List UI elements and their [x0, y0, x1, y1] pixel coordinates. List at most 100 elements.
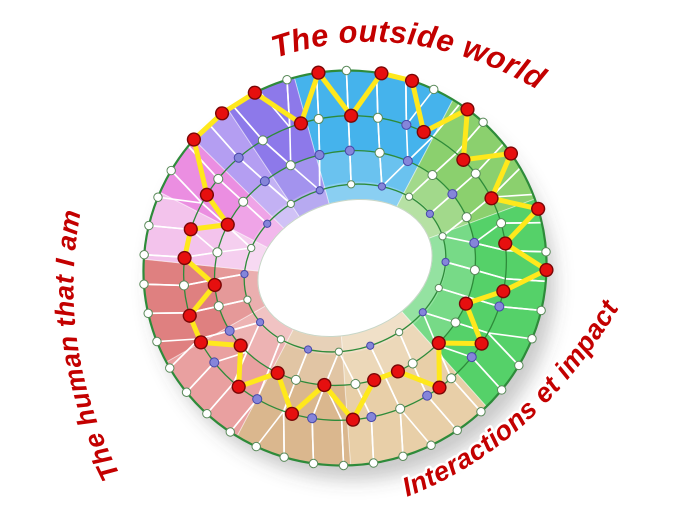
white-node: [341, 65, 352, 76]
red-node: [199, 187, 215, 202]
red-node: [317, 377, 332, 393]
inner-highlight: [214, 150, 476, 386]
web-line: [318, 154, 321, 191]
white-node: [395, 403, 406, 414]
red-node: [390, 364, 406, 379]
purple-node: [255, 318, 265, 327]
white-node: [178, 280, 189, 291]
red-node: [233, 338, 248, 353]
red-node: [207, 277, 222, 293]
purple-node: [307, 413, 318, 424]
white-node: [469, 265, 480, 276]
web-line: [407, 136, 434, 162]
purple-node: [240, 269, 249, 279]
white-node: [144, 220, 154, 231]
white-node: [446, 373, 457, 384]
red-node: [474, 336, 489, 351]
web-line: [398, 331, 414, 364]
web-line: [148, 312, 189, 315]
purple-node: [425, 209, 435, 218]
label-human-that-i-am: The human that I am: [49, 207, 125, 485]
white-node: [350, 378, 361, 389]
web-line: [148, 224, 191, 231]
web-line: [399, 408, 404, 457]
web-line: [431, 152, 457, 176]
white-node: [434, 283, 443, 293]
white-node: [290, 374, 301, 385]
white-node: [279, 452, 289, 462]
web-line: [422, 311, 456, 324]
purple-node: [314, 149, 325, 160]
web-line: [384, 376, 401, 410]
white-node: [181, 387, 192, 397]
white-node: [338, 460, 349, 471]
white-node: [470, 168, 481, 179]
web-line: [340, 420, 345, 466]
web-line: [408, 174, 433, 198]
purple-node: [209, 357, 220, 368]
purple-node: [377, 182, 387, 191]
purple-node: [252, 394, 263, 405]
red-node: [182, 308, 197, 323]
white-node: [476, 407, 486, 417]
web-line: [157, 196, 203, 204]
white-node: [334, 347, 343, 356]
web-line: [214, 273, 245, 281]
web-line: [474, 242, 507, 252]
red-node: [367, 372, 382, 388]
purple-node: [469, 237, 480, 248]
purple-node: [263, 219, 272, 228]
red-node: [193, 335, 209, 350]
white-node: [478, 117, 488, 127]
white-node: [405, 192, 414, 201]
web-line: [256, 368, 271, 400]
donut-wheel: [139, 65, 554, 471]
purple-node: [366, 341, 375, 350]
white-node: [139, 250, 149, 260]
web-line: [286, 79, 291, 128]
web-line: [229, 398, 258, 433]
white-node: [282, 75, 292, 85]
web-line: [348, 150, 352, 185]
red-node: [456, 152, 471, 167]
purple-node: [303, 345, 313, 354]
purple-node: [344, 145, 355, 156]
white-node: [247, 243, 256, 253]
web-line: [206, 382, 235, 415]
red-node: [231, 379, 246, 394]
red-node: [458, 296, 474, 311]
purple-node: [494, 301, 505, 312]
web-line: [442, 235, 475, 244]
web-line: [217, 247, 252, 254]
red-node: [311, 65, 326, 80]
white-node: [395, 328, 404, 337]
white-node: [143, 308, 153, 319]
white-node: [243, 295, 252, 304]
red-node: [344, 108, 359, 123]
purple-node: [402, 156, 413, 167]
white-node: [238, 196, 249, 207]
white-node: [527, 334, 537, 344]
white-node: [251, 441, 261, 452]
web-line: [426, 395, 458, 431]
white-node: [450, 317, 461, 328]
web-line: [487, 332, 520, 367]
web-line: [289, 127, 292, 166]
web-line: [185, 361, 215, 393]
white-node: [541, 247, 551, 257]
red-node: [270, 365, 285, 381]
web-line: [295, 349, 309, 381]
white-node: [496, 385, 507, 395]
red-node: [186, 132, 201, 147]
web-line: [438, 287, 469, 298]
white-node: [202, 409, 212, 419]
red-node: [460, 102, 475, 117]
web-line: [378, 152, 383, 187]
purple-node: [233, 152, 244, 163]
white-node: [153, 192, 163, 202]
web-line: [187, 145, 219, 180]
white-node: [427, 170, 438, 181]
red-node: [177, 250, 192, 266]
web-line: [451, 172, 477, 195]
